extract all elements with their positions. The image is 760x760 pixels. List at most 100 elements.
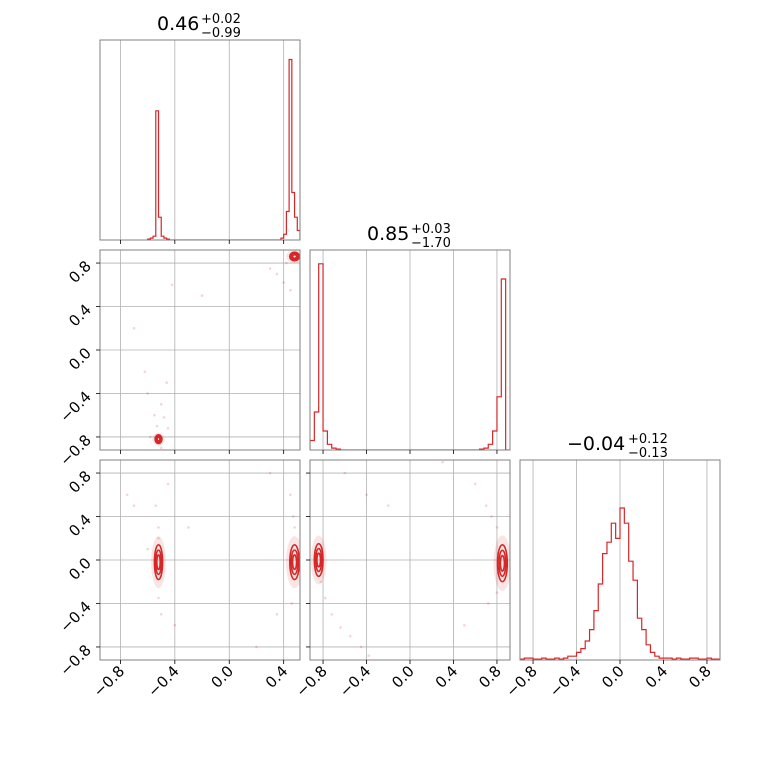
tick-label-x-p1: −0.4	[144, 662, 182, 700]
scatter-point	[255, 645, 258, 649]
scatter-point	[293, 526, 296, 529]
tick-label-y-p2: −0.8	[56, 431, 94, 469]
tick-label-x-p3: 0.4	[642, 662, 672, 692]
ticks-layer: −0.8−0.40.00.40.8−0.8 −0.4 0.0 0.4−0.8−0.40…	[56, 240, 715, 701]
contour-line	[316, 552, 322, 568]
density-halo	[285, 536, 300, 589]
contour-line	[153, 543, 164, 581]
scatter-point	[143, 370, 147, 374]
histogram-p1	[147, 58, 300, 240]
tick-label-x-p2: −0.8	[292, 662, 330, 700]
title-p3-plus: +0.12	[628, 432, 668, 447]
scatter-point	[268, 267, 272, 270]
scatter-point	[275, 272, 279, 276]
scatter-point	[275, 613, 279, 616]
scatter-point	[187, 526, 190, 529]
contour-line	[288, 251, 300, 262]
title-p2-value: 0.85	[367, 223, 409, 245]
contour-line	[155, 435, 162, 443]
scatter-point	[323, 596, 327, 600]
contour-line	[156, 436, 161, 442]
scatter-point	[200, 294, 204, 297]
tick-label-x-p1: −0.8	[90, 662, 128, 700]
contour-line	[499, 554, 506, 572]
title-p2: 0.85	[367, 223, 409, 245]
tick-label-x-p1: 0.4	[262, 662, 292, 692]
scatter-point	[157, 596, 160, 600]
title-p3-value: −0.04	[567, 433, 625, 455]
scatter-point	[159, 403, 163, 406]
scatter-point	[166, 482, 170, 486]
scatter-point	[339, 626, 342, 629]
tick-label-x-p3: 0.0	[598, 662, 628, 692]
scatter-point	[282, 281, 285, 284]
scatter-point	[157, 526, 160, 529]
scatter-point	[132, 326, 136, 330]
title-p1: 0.46	[157, 13, 199, 35]
tick-label-y-p3: 0.8	[65, 467, 95, 497]
title-p3: −0.04	[567, 433, 625, 455]
density-halo	[310, 535, 327, 585]
scatter-point	[162, 416, 166, 419]
tick-label-y-p3: 0.0	[65, 554, 95, 584]
scatter-point	[289, 288, 292, 292]
contour-line	[291, 253, 298, 260]
contour-line	[154, 549, 163, 576]
scatter-point	[165, 381, 168, 384]
tick-label-y-p3: 0.4	[65, 511, 95, 541]
histogram-p3	[520, 507, 720, 660]
tick-label-x-p2: −0.4	[336, 662, 374, 700]
density-halo	[493, 535, 510, 591]
tick-label-x-p3: −0.4	[546, 662, 584, 700]
scatter-point	[365, 493, 368, 497]
scatter-point	[132, 504, 136, 507]
tick-label-y-p2: 0.4	[65, 301, 95, 331]
density-halo	[151, 536, 166, 589]
contour-line	[290, 252, 299, 261]
scatter-point	[495, 591, 499, 594]
scatter-point	[473, 482, 477, 486]
tick-label-x-p3: −0.8	[502, 662, 540, 700]
tick-label-x-p1: 0.0	[207, 662, 237, 692]
contour-line	[291, 554, 298, 571]
title-p1-minus: −0.99	[201, 26, 241, 41]
scatter-point	[359, 645, 363, 649]
tick-label-y-p2: 0.0	[65, 344, 95, 374]
scatter-point	[285, 261, 288, 265]
title-p1-plus: +0.02	[201, 12, 241, 27]
panel-frame-hist-p1	[99, 39, 301, 241]
tick-label-x-p2: 0.0	[388, 662, 418, 692]
scatter-point	[319, 580, 323, 584]
tick-label-x-p2: 0.8	[475, 662, 505, 692]
tick-label-x-p3: 0.8	[685, 662, 715, 692]
scatter-point	[289, 493, 292, 497]
tick-label-y-p2: −0.4	[56, 388, 94, 426]
tick-label-y-p3: −0.4	[56, 598, 94, 636]
scatter-point	[170, 283, 174, 287]
contour-line	[155, 554, 162, 571]
scatter-point	[153, 413, 156, 417]
scatter-point	[343, 471, 347, 475]
scatter-point	[268, 471, 272, 475]
scatter-point	[386, 504, 390, 507]
title-p2-minus: −1.70	[411, 236, 451, 251]
marks-layer	[125, 58, 720, 660]
title-p3-minus: −0.13	[628, 446, 668, 461]
tick-label-y-p2: 0.8	[65, 257, 95, 287]
scatter-point	[495, 526, 499, 529]
contour-line	[290, 549, 299, 576]
scatter-point	[146, 392, 149, 395]
tick-label-x-p2: 0.4	[432, 662, 462, 692]
scatter-point	[173, 623, 177, 627]
contour-line	[314, 547, 323, 573]
scatter-point	[463, 623, 466, 627]
scatter-point	[291, 515, 295, 518]
contour-line	[496, 543, 509, 583]
scatter-point	[441, 460, 444, 464]
scatter-point	[125, 493, 129, 497]
contour-line	[498, 549, 507, 577]
contour-line	[313, 542, 324, 578]
scatter-point	[155, 424, 159, 428]
scatter-point	[149, 435, 152, 439]
